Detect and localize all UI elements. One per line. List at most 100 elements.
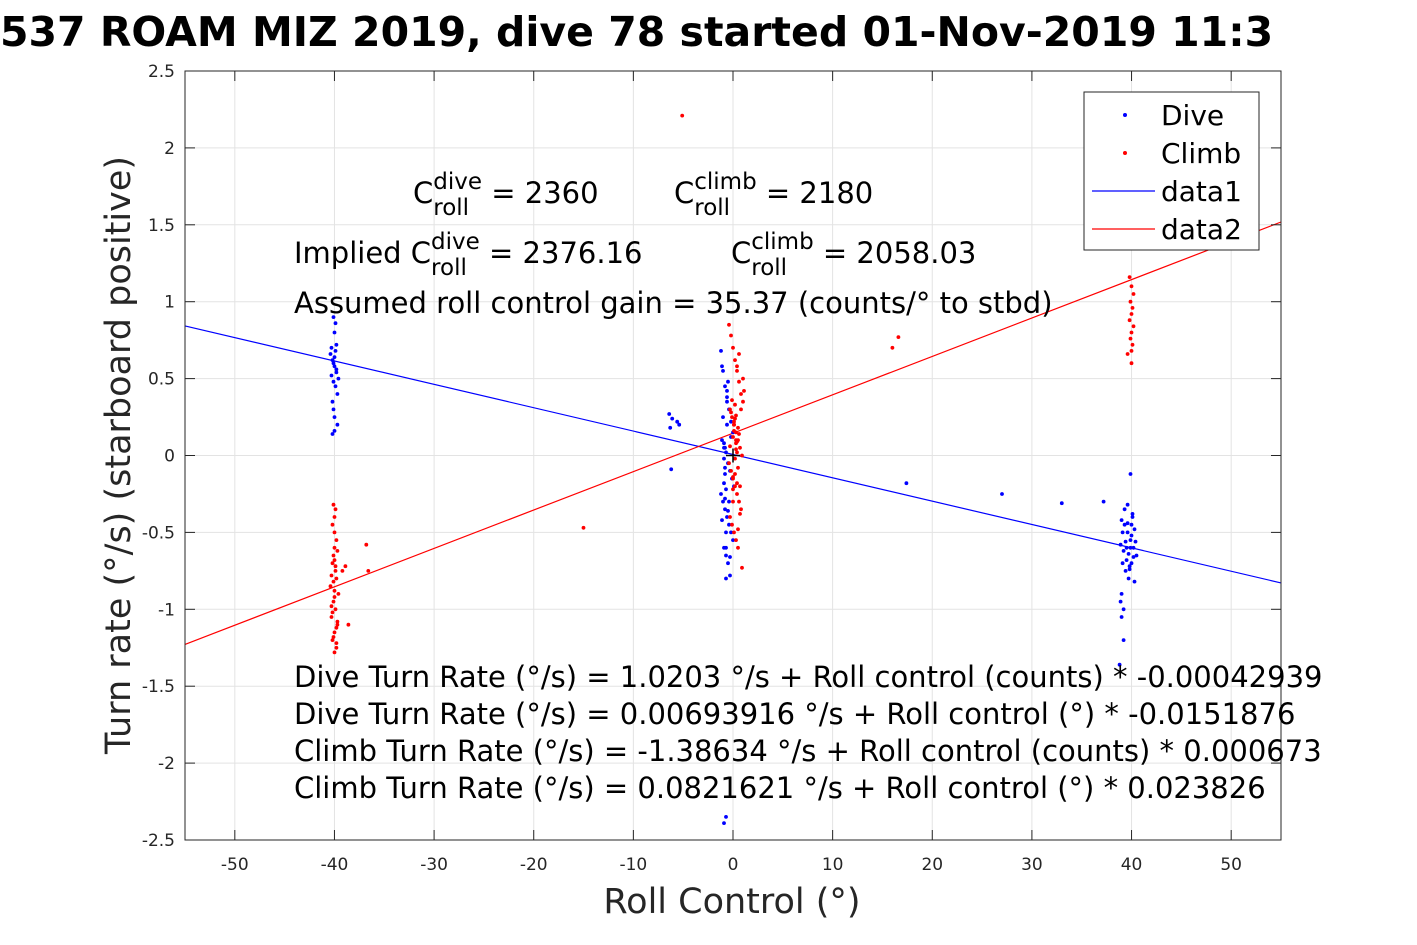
point-dive	[723, 507, 727, 512]
point-climb	[733, 484, 737, 489]
point-climb	[1127, 318, 1132, 323]
y-tick-label: 0.5	[148, 370, 175, 390]
subscript: roll	[694, 195, 730, 221]
point-dive	[1118, 542, 1123, 547]
point-dive	[336, 376, 341, 381]
legend-label-climb: Climb	[1161, 137, 1241, 170]
point-climb	[731, 487, 735, 492]
point-climb	[733, 358, 737, 362]
point-climb	[731, 435, 735, 439]
point-dive	[1128, 538, 1133, 542]
point-climb	[737, 352, 741, 356]
x-tick-label: -40	[321, 855, 349, 875]
point-climb	[334, 538, 339, 542]
point-dive	[724, 450, 728, 455]
annotation-text: Climb Turn Rate (°/s) = -1.38634 °/s + R…	[294, 734, 1322, 768]
point-climb	[731, 475, 735, 479]
point-climb	[728, 444, 732, 449]
y-tick-label: 1	[164, 293, 175, 313]
point-climb	[733, 472, 737, 476]
point-dive	[332, 415, 337, 419]
chart-title: 537 ROAM MIZ 2019, dive 78 started 01-No…	[0, 8, 1273, 56]
point-dive	[722, 821, 726, 825]
point-climb	[333, 507, 338, 512]
axis-ticks: -50 -40 -30 -20 -10 0 10 20 30 40 50-2.5-2-1.5-1-0…	[142, 62, 1281, 875]
point-climb	[732, 422, 736, 427]
y-tick-label: 0	[164, 447, 175, 467]
point-climb	[335, 549, 340, 553]
point-climb	[343, 564, 348, 569]
annotation-eq-climb-deg: Climb Turn Rate (°/s) = 0.0821621 °/s + …	[294, 771, 1266, 805]
point-climb	[329, 615, 334, 619]
annotation-text: = 2376.16	[480, 236, 643, 270]
point-dive	[1124, 558, 1129, 562]
point-climb	[1130, 342, 1135, 347]
subscript: roll	[433, 195, 469, 221]
point-dive	[1119, 615, 1124, 619]
point-climb	[334, 625, 339, 630]
point-climb	[733, 416, 737, 421]
x-tick-label: 0	[728, 855, 739, 875]
point-climb	[890, 345, 895, 350]
point-dive	[330, 432, 335, 436]
point-climb	[736, 545, 740, 550]
point-climb	[330, 610, 335, 615]
point-climb	[729, 410, 733, 415]
point-dive	[668, 425, 673, 430]
point-dive	[723, 445, 727, 450]
point-dive	[727, 499, 731, 504]
point-dive	[728, 573, 732, 578]
point-dive	[1121, 607, 1126, 612]
point-dive	[1128, 472, 1133, 476]
point-dive	[1125, 530, 1130, 535]
point-dive	[677, 422, 682, 427]
point-climb	[581, 525, 586, 530]
point-dive	[334, 370, 339, 375]
point-dive	[1128, 545, 1133, 550]
point-climb	[331, 502, 336, 507]
point-dive	[1126, 552, 1131, 556]
point-dive	[729, 530, 733, 535]
point-climb	[737, 499, 741, 504]
point-dive	[1132, 527, 1137, 532]
point-climb	[735, 369, 739, 373]
point-climb	[331, 599, 336, 604]
point-climb	[742, 389, 746, 393]
point-dive	[333, 384, 338, 389]
point-dive	[329, 345, 334, 350]
point-dive	[1132, 579, 1137, 584]
point-climb	[1129, 361, 1134, 366]
point-climb	[738, 512, 742, 516]
point-dive	[1059, 501, 1064, 506]
point-climb	[1127, 275, 1132, 279]
y-tick-label: -2	[158, 754, 175, 774]
point-dive	[330, 399, 335, 404]
point-climb	[731, 345, 735, 350]
point-dive	[335, 392, 340, 396]
y-tick-label: 1.5	[148, 216, 175, 236]
point-dive	[724, 553, 728, 558]
point-dive	[904, 481, 909, 486]
point-climb	[331, 579, 336, 584]
point-dive	[1120, 561, 1125, 566]
point-dive	[1127, 564, 1132, 569]
point-climb	[680, 113, 685, 118]
point-climb	[733, 456, 737, 461]
point-climb	[331, 553, 336, 558]
point-climb	[730, 522, 734, 527]
point-climb	[738, 445, 742, 450]
point-climb	[333, 607, 338, 612]
point-climb	[1129, 330, 1134, 335]
legend: Dive Climb data1 data2	[1083, 91, 1260, 251]
point-dive	[1129, 533, 1134, 538]
subscript: roll	[431, 255, 467, 281]
point-climb	[329, 573, 334, 578]
point-dive	[1131, 545, 1136, 550]
scatter-points	[328, 113, 1139, 825]
annotation-eq-dive-deg: Dive Turn Rate (°/s) = 0.00693916 °/s + …	[294, 697, 1295, 731]
point-dive	[725, 389, 729, 393]
point-climb	[346, 622, 351, 627]
point-dive	[726, 379, 730, 384]
point-dive	[725, 395, 729, 399]
